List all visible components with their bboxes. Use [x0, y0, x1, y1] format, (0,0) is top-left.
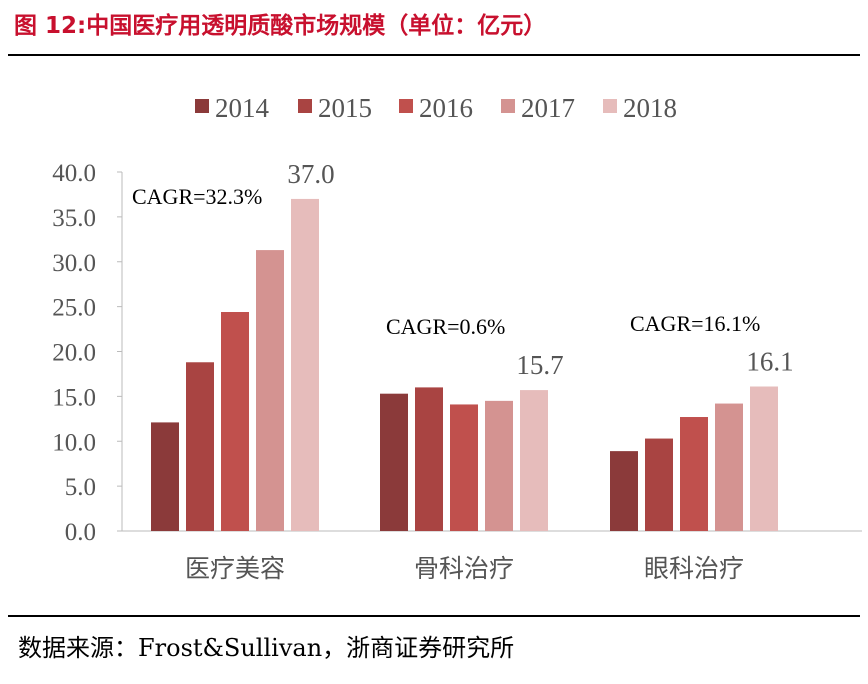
- legend-swatch-2017: [501, 99, 515, 113]
- y-tick-label: 30.0: [52, 250, 96, 277]
- x-axis: 医疗美容 骨科治疗 眼科治疗: [122, 530, 862, 583]
- bar-chart: 2014 2015 2016 2017 2018 0.0 5.0 10.0 15.0 20.0 2…: [52, 93, 862, 583]
- bar-2018: [520, 390, 548, 531]
- data-labels: 37.0 15.7 16.1: [287, 159, 793, 380]
- data-label: 16.1: [746, 347, 793, 377]
- bar-2016: [221, 312, 249, 531]
- bar-2017: [715, 403, 743, 531]
- data-label: 37.0: [287, 159, 334, 189]
- legend-label-2014: 2014: [215, 93, 270, 123]
- x-category-label: 眼科治疗: [644, 555, 744, 583]
- legend-label-2016: 2016: [419, 93, 473, 123]
- y-tick-label: 5.0: [65, 474, 96, 501]
- data-label: 15.7: [516, 350, 563, 380]
- y-tick-label: 20.0: [52, 340, 96, 367]
- y-tick-label: 25.0: [52, 295, 96, 322]
- bar-2017: [256, 250, 284, 531]
- legend-swatch-2016: [399, 99, 413, 113]
- y-axis: 0.0 5.0 10.0 15.0 20.0 25.0 30.0 35.0 40.0: [52, 160, 123, 546]
- legend-label-2018: 2018: [623, 93, 677, 123]
- legend-label-2015: 2015: [318, 93, 372, 123]
- y-tick-label: 40.0: [52, 160, 96, 187]
- bar-2014: [380, 393, 408, 531]
- source-note: 数据来源：Frost&Sullivan，浙商证券研究所: [18, 634, 515, 662]
- y-tick-label: 15.0: [52, 384, 96, 411]
- bar-2014: [610, 451, 638, 531]
- bottom-rule: [8, 615, 860, 617]
- y-tick-label: 0.0: [65, 519, 96, 546]
- x-category-label: 骨科治疗: [414, 555, 514, 583]
- bar-2014: [151, 422, 179, 531]
- legend-swatch-2014: [195, 99, 209, 113]
- y-tick-label: 35.0: [52, 205, 96, 232]
- cagr-annotations: CAGR=32.3% CAGR=0.6% CAGR=16.1%: [132, 184, 760, 339]
- bar-2018: [750, 386, 778, 531]
- top-rule: [8, 54, 860, 56]
- x-category-label: 医疗美容: [185, 555, 285, 583]
- bar-2018: [291, 198, 319, 532]
- legend-label-2017: 2017: [521, 93, 575, 123]
- cagr-annotation: CAGR=16.1%: [630, 311, 760, 336]
- figure-title: 图 12:中国医疗用透明质酸市场规模（单位：亿元）: [14, 13, 547, 39]
- legend-swatch-2018: [603, 99, 617, 113]
- bar-2017: [485, 400, 513, 531]
- legend-swatch-2015: [298, 99, 312, 113]
- cagr-annotation: CAGR=32.3%: [132, 184, 262, 209]
- bar-2016: [450, 404, 478, 531]
- cagr-annotation: CAGR=0.6%: [386, 314, 505, 339]
- bar-2015: [645, 438, 673, 531]
- bar-2016: [680, 417, 708, 531]
- bar-2015: [415, 387, 443, 531]
- bar-2015: [186, 362, 214, 531]
- bars: [151, 198, 778, 532]
- chart-legend: 2014 2015 2016 2017 2018: [195, 93, 677, 123]
- y-tick-label: 10.0: [52, 429, 96, 456]
